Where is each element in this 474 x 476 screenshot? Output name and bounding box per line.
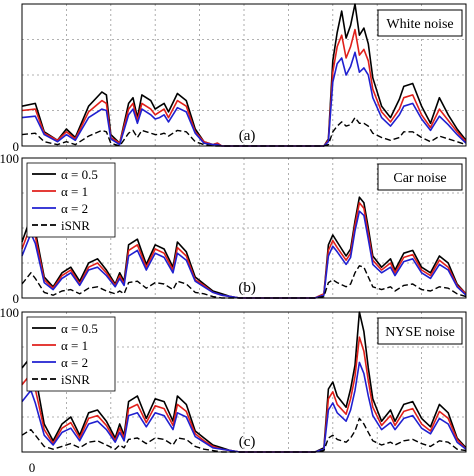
panel-3: 100 (c) NYSE noise α = 0.5 α = 1 α = 2 iSNR — [0, 305, 467, 453]
axes-frame — [21, 311, 467, 453]
legend-label: α = 0.5 — [61, 167, 98, 182]
noise-label: Car noise — [393, 171, 446, 186]
series-line-isnr — [21, 116, 467, 147]
noise-label-box — [377, 9, 463, 37]
panel-tag: (b) — [238, 280, 256, 296]
legend-label: α = 2 — [61, 355, 88, 370]
legend-label: iSNR — [61, 218, 90, 233]
legend: α = 0.5 α = 1 α = 2 iSNR — [26, 162, 116, 238]
legend-label: α = 0.5 — [61, 321, 98, 336]
x-tick-label: 0 — [29, 460, 36, 475]
y-tick-label: 0 — [13, 291, 20, 306]
axes-frame — [21, 157, 467, 299]
legend-label: α = 2 — [61, 201, 88, 216]
legend-label: α = 1 — [61, 338, 88, 353]
legend: α = 0.5 α = 1 α = 2 iSNR — [26, 316, 116, 392]
noise-label: NYSE noise — [385, 325, 455, 340]
y-tick-label: 100 — [0, 305, 19, 320]
noise-label-box — [377, 317, 463, 345]
legend-label: iSNR — [61, 372, 90, 387]
panel-2: 0 100 (b) Car noise α = 0.5 α = 1 α = 2 iSNR — [0, 151, 467, 306]
legend-label: α = 1 — [61, 184, 88, 199]
panel-tag: (c) — [239, 434, 256, 450]
panel-1: 0 (a) White noise — [13, 3, 467, 154]
y-tick-label: 0 — [13, 139, 20, 154]
panel-tag: (a) — [239, 128, 256, 144]
noise-label-box — [377, 163, 463, 191]
y-tick-label: 100 — [0, 151, 19, 166]
noise-label: White noise — [386, 17, 453, 32]
axes-frame — [21, 3, 467, 147]
